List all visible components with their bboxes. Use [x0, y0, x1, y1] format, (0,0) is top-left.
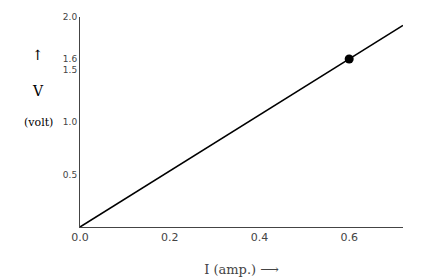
svg-text:↑: ↑	[32, 47, 44, 63]
svg-text:V: V	[32, 83, 44, 99]
svg-text:1.0: 1.0	[63, 117, 78, 127]
svg-text:I (amp.) ⟶: I (amp.) ⟶	[204, 262, 279, 277]
svg-text:0.2: 0.2	[161, 231, 179, 244]
svg-text:(volt): (volt)	[24, 116, 53, 129]
svg-text:0.5: 0.5	[63, 170, 77, 180]
svg-text:0.0: 0.0	[71, 231, 89, 244]
svg-text:1.5: 1.5	[63, 65, 77, 75]
svg-text:0.4: 0.4	[251, 231, 269, 244]
svg-text:0.6: 0.6	[340, 231, 358, 244]
svg-text:2.0: 2.0	[63, 12, 78, 22]
svg-text:1.6: 1.6	[63, 54, 78, 64]
